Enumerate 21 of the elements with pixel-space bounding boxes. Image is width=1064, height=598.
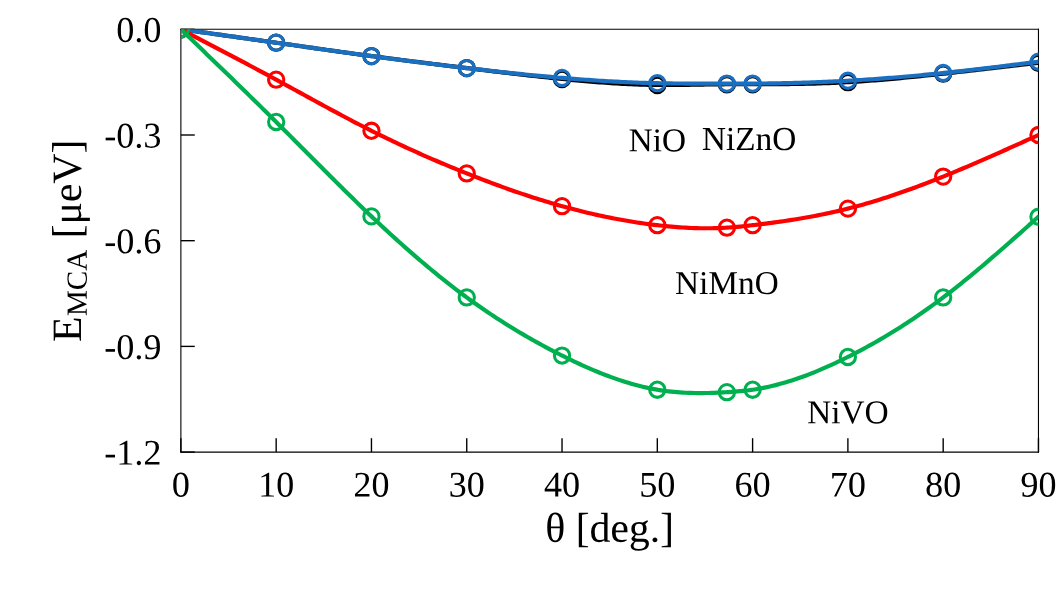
x-tick-label: 80 bbox=[926, 472, 960, 497]
x-tick-label: 20 bbox=[354, 472, 389, 497]
x-tick-label: 70 bbox=[832, 472, 865, 497]
series-label: NiO bbox=[629, 129, 685, 152]
x-tick-label: 30 bbox=[450, 472, 484, 497]
x-tick-label: 10 bbox=[261, 472, 293, 497]
y-tick-label: 0.0 bbox=[117, 17, 161, 43]
series-label: NiMnO bbox=[675, 271, 778, 295]
y-tick-label: -1.2 bbox=[105, 440, 160, 466]
x-tick-label: 60 bbox=[736, 472, 770, 497]
y-tick-label: -0.6 bbox=[105, 229, 161, 254]
x-tick-label: 50 bbox=[641, 472, 674, 497]
x-tick-label: 40 bbox=[544, 472, 579, 497]
series-label: NiVO bbox=[808, 401, 888, 424]
y-tick-label: -0.3 bbox=[105, 123, 161, 149]
y-axis-title: E$_{MCA}$ [μeV] bbox=[52, 142, 90, 341]
series-label: NiZnO bbox=[702, 127, 795, 151]
x-axis-title: θ [deg.] bbox=[547, 512, 671, 551]
x-tick-label: 0 bbox=[173, 472, 189, 497]
x-tick-label: 90 bbox=[1021, 472, 1056, 497]
y-tick-label: -0.9 bbox=[105, 334, 160, 360]
